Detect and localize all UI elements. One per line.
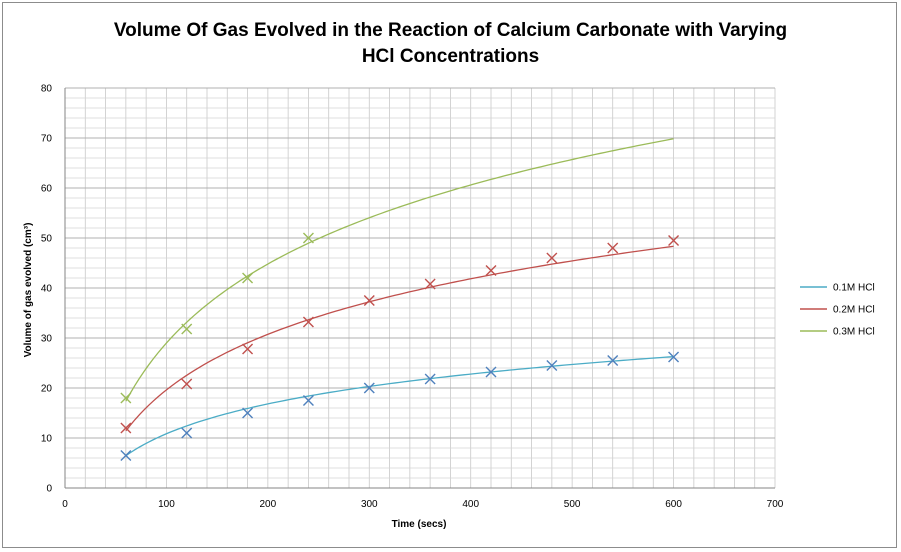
marker-stroke (242, 343, 254, 355)
trendlines (125, 138, 674, 457)
data-point (668, 235, 680, 246)
chart-title: Volume Of Gas Evolved in the Reaction of… (0, 18, 901, 70)
y-tick-label: 70 (41, 134, 53, 145)
legend-label: 0.2M HCl (833, 305, 875, 316)
marker-stroke (302, 232, 314, 244)
marker-stroke (424, 278, 436, 290)
data-point (607, 242, 619, 254)
x-tick-label: 0 (62, 499, 68, 510)
marker-stroke (302, 395, 314, 406)
marker-stroke (546, 360, 558, 371)
x-tick-label: 500 (564, 499, 581, 510)
data-markers (120, 232, 680, 461)
x-tick-label: 300 (361, 499, 378, 510)
y-tick-label: 80 (41, 84, 53, 95)
y-tick-label: 0 (46, 484, 52, 495)
grid (64, 87, 776, 489)
marker-stroke (120, 422, 132, 434)
x-tick-label: 200 (260, 499, 277, 510)
data-point (302, 232, 314, 244)
data-point (424, 278, 436, 290)
marker-stroke (668, 235, 680, 246)
x-tick-label: 100 (158, 499, 175, 510)
x-tick-label: 700 (767, 499, 784, 510)
marker-stroke (242, 272, 254, 284)
data-point (485, 366, 497, 378)
axes (64, 88, 775, 489)
marker-stroke (607, 355, 619, 366)
data-point (485, 265, 497, 276)
data-point (668, 351, 680, 363)
legend-label: 0.3M HCl (833, 327, 875, 338)
trendline-0-3m-hcl (125, 138, 674, 402)
data-point (242, 407, 254, 419)
data-point (546, 360, 558, 371)
marker-stroke (546, 252, 558, 264)
legend-label: 0.1M HCl (833, 283, 875, 294)
data-point (242, 343, 254, 355)
marker-stroke (668, 351, 680, 363)
marker-stroke (302, 316, 314, 328)
chart-title-line-1: Volume Of Gas Evolved in the Reaction of… (113, 20, 788, 41)
data-point (363, 382, 375, 394)
marker-stroke (363, 382, 375, 394)
y-tick-label: 20 (41, 384, 53, 395)
data-point (424, 373, 436, 385)
marker-stroke (242, 407, 254, 419)
chart-title-line-2: HCl Concentrations (361, 46, 540, 67)
data-point (120, 422, 132, 434)
data-point (242, 272, 254, 284)
marker-stroke (485, 366, 497, 378)
y-tick-label: 10 (41, 434, 53, 445)
data-point (181, 323, 193, 335)
y-axis-label: Volume of gas evolved (cm³) (23, 223, 34, 358)
data-point (120, 392, 132, 404)
marker-stroke (120, 450, 132, 461)
data-point (607, 355, 619, 366)
marker-stroke (607, 242, 619, 254)
data-point (181, 427, 193, 439)
data-point (181, 378, 193, 390)
y-tick-label: 30 (41, 334, 53, 345)
tick-labels: 0 100 200 300 400 500 600 700 0 10 20 30 40 50 60 70 80 (41, 84, 784, 511)
marker-stroke (424, 373, 436, 385)
marker-stroke (363, 295, 375, 306)
data-point (363, 295, 375, 306)
data-point (546, 252, 558, 264)
marker-stroke (181, 378, 193, 390)
x-tick-label: 600 (665, 499, 682, 510)
trendline-0-1m-hcl (125, 355, 674, 457)
x-axis-label: Time (secs) (392, 519, 447, 530)
data-point (120, 450, 132, 461)
marker-stroke (181, 427, 193, 439)
marker-stroke (181, 323, 193, 335)
marker-stroke (485, 265, 497, 276)
trendline-0-2m-hcl (125, 245, 674, 432)
y-tick-label: 50 (41, 234, 53, 245)
data-point (302, 316, 314, 328)
y-tick-label: 40 (41, 284, 53, 295)
y-tick-label: 60 (41, 184, 53, 195)
legend: 0.1M HCl 0.2M HCl 0.3M HCl (800, 283, 875, 338)
marker-stroke (120, 392, 132, 404)
data-point (302, 395, 314, 406)
x-tick-label: 400 (462, 499, 479, 510)
